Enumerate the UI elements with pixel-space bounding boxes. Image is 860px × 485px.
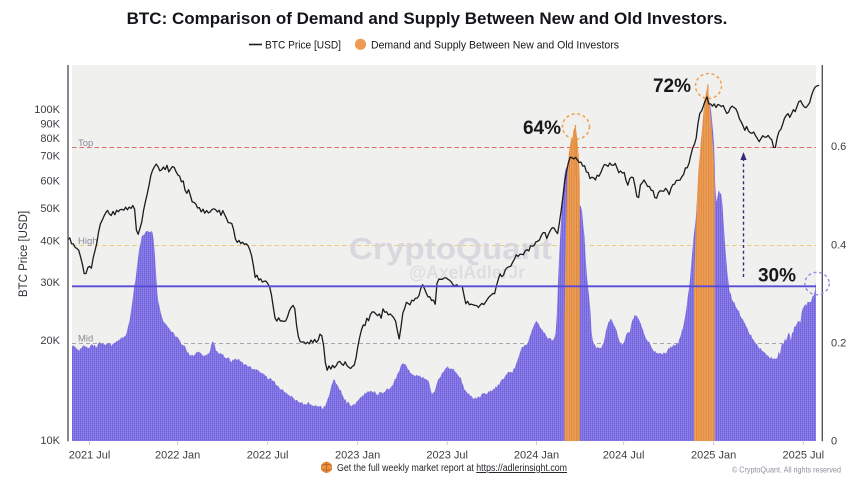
svg-text:CryptoQuant: CryptoQuant [349,231,552,266]
svg-text:2023 Jul: 2023 Jul [426,450,468,462]
svg-text:64%: 64% [523,118,561,139]
svg-text:80K: 80K [40,133,60,145]
svg-text:2022 Jan: 2022 Jan [155,450,200,462]
svg-text:@AxelAdlerJr: @AxelAdlerJr [409,263,525,283]
svg-text:2022 Jul: 2022 Jul [247,450,289,462]
svg-text:BTC: Comparison of Demand and: BTC: Comparison of Demand and Supply Bet… [127,9,728,28]
svg-text:Get the full weekly market rep: Get the full weekly market report at htt… [337,463,567,474]
svg-text:© CryptoQuant. All rights rese: © CryptoQuant. All rights reserved [732,466,841,475]
svg-text:2023 Jan: 2023 Jan [335,450,380,462]
svg-text:60K: 60K [40,176,60,188]
svg-text:2025 Jan: 2025 Jan [691,450,736,462]
svg-text:BTC Price [USD]: BTC Price [USD] [265,40,341,52]
svg-text:Demand and Supply Between New: Demand and Supply Between New and Old In… [371,40,619,52]
svg-text:72%: 72% [653,76,691,97]
svg-text:90K: 90K [40,119,60,131]
svg-text:Top: Top [78,138,93,149]
svg-text:BTC Price [USD]: BTC Price [USD] [18,211,30,297]
svg-text:30%: 30% [758,266,796,287]
svg-text:20K: 20K [40,335,60,347]
svg-text:30K: 30K [40,277,60,289]
svg-text:100K: 100K [34,104,60,116]
svg-text:0.4: 0.4 [831,240,846,252]
svg-text:0.6: 0.6 [831,141,846,153]
svg-text:50K: 50K [40,203,60,215]
svg-text:10K: 10K [40,435,60,447]
svg-text:0: 0 [831,436,837,448]
svg-text:70K: 70K [40,151,60,163]
svg-text:0.2: 0.2 [831,338,846,350]
svg-text:2024 Jul: 2024 Jul [603,450,645,462]
svg-text:Mid: Mid [78,334,93,345]
svg-text:40K: 40K [40,236,60,248]
svg-text:2021 Jul: 2021 Jul [69,450,111,462]
svg-text:2025 Jul: 2025 Jul [783,450,825,462]
svg-text:High: High [78,236,98,247]
svg-text:2024 Jan: 2024 Jan [514,450,559,462]
